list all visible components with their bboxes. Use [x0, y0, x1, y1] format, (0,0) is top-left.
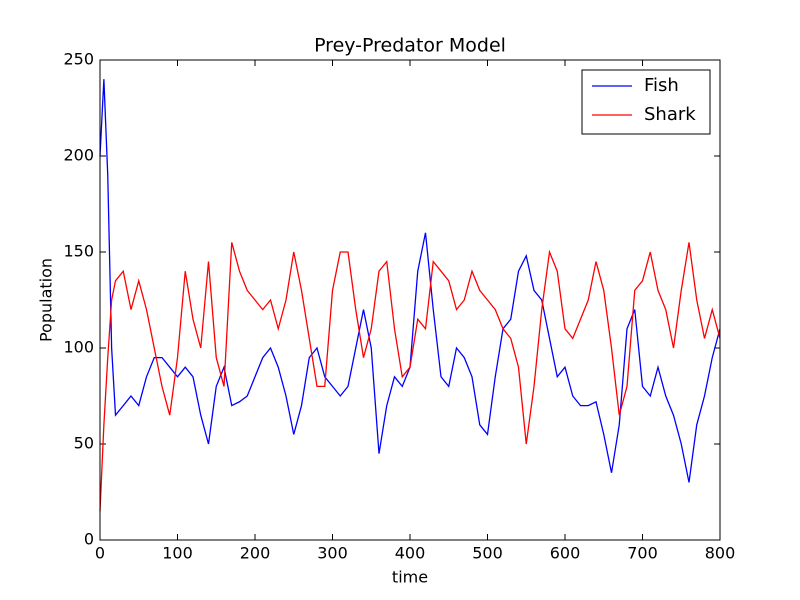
series-line	[99, 242, 721, 512]
series-line	[99, 79, 721, 483]
y-axis-label: Population	[37, 258, 56, 342]
y-tick-label: 250	[63, 50, 94, 69]
axes-frame	[99, 59, 721, 541]
y-tick-label: 200	[63, 146, 94, 165]
y-tick-label: 50	[74, 434, 94, 453]
y-tick-label: 150	[63, 242, 94, 261]
legend-label: Fish	[644, 75, 679, 96]
y-tick-label: 0	[84, 530, 94, 549]
x-tick-label: 800	[705, 544, 736, 563]
x-tick-label: 300	[317, 544, 348, 563]
x-tick-label: 200	[240, 544, 271, 563]
legend-box	[581, 69, 711, 135]
legend-label: Shark	[644, 104, 696, 125]
x-tick-label: 600	[550, 544, 581, 563]
x-tick-label: 400	[395, 544, 426, 563]
x-tick-label: 100	[162, 544, 193, 563]
x-axis-label: time	[392, 568, 428, 587]
x-tick-label: 500	[472, 544, 503, 563]
x-tick-label: 0	[95, 544, 105, 563]
chart-title: Prey-Predator Model	[314, 35, 506, 57]
y-tick-label: 100	[63, 338, 94, 357]
x-tick-label: 700	[627, 544, 658, 563]
